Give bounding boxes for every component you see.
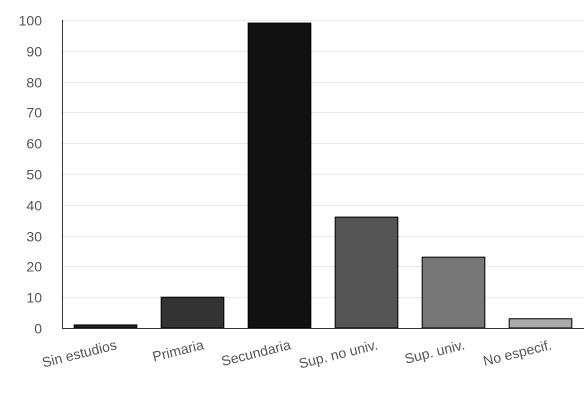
- x-tick-label: Sin estudios: [40, 336, 118, 370]
- bar-sup-univ: [421, 256, 486, 329]
- bar-no-especif: [508, 318, 573, 329]
- x-tick-label: Sup. univ.: [403, 336, 466, 366]
- x-tick-label: Primaria: [151, 336, 206, 364]
- y-tick-label: 70: [26, 105, 42, 121]
- y-tick-label: 0: [34, 321, 42, 337]
- y-tick-label: 20: [26, 259, 42, 275]
- axes: [62, 20, 584, 329]
- x-tick-label: Sup. no univ.: [297, 336, 379, 371]
- y-tick-label: 40: [26, 198, 42, 214]
- bars: [73, 22, 573, 329]
- y-tick-label: 10: [26, 290, 42, 306]
- bar-secundaria: [247, 22, 312, 329]
- y-tick-label: 90: [26, 44, 42, 60]
- y-tick-label: 80: [26, 75, 42, 91]
- x-tick-label: Secundaria: [220, 336, 293, 369]
- y-axis-tick-labels: 0 10 20 30 40 50 60 70 80 90 100: [19, 13, 43, 337]
- bar-sin-estudios: [73, 324, 138, 329]
- gridlines: [62, 20, 584, 298]
- y-tick-label: 50: [26, 167, 42, 183]
- bar-sup-no-univ: [334, 216, 399, 329]
- y-tick-label: 30: [26, 229, 42, 245]
- y-tick-label: 60: [26, 136, 42, 152]
- x-tick-label: No especif.: [481, 336, 553, 368]
- x-axis-tick-labels: Sin estudios Primaria Secundaria Sup. no un…: [40, 336, 553, 371]
- bar-primaria: [160, 296, 225, 329]
- y-tick-label: 100: [19, 13, 43, 29]
